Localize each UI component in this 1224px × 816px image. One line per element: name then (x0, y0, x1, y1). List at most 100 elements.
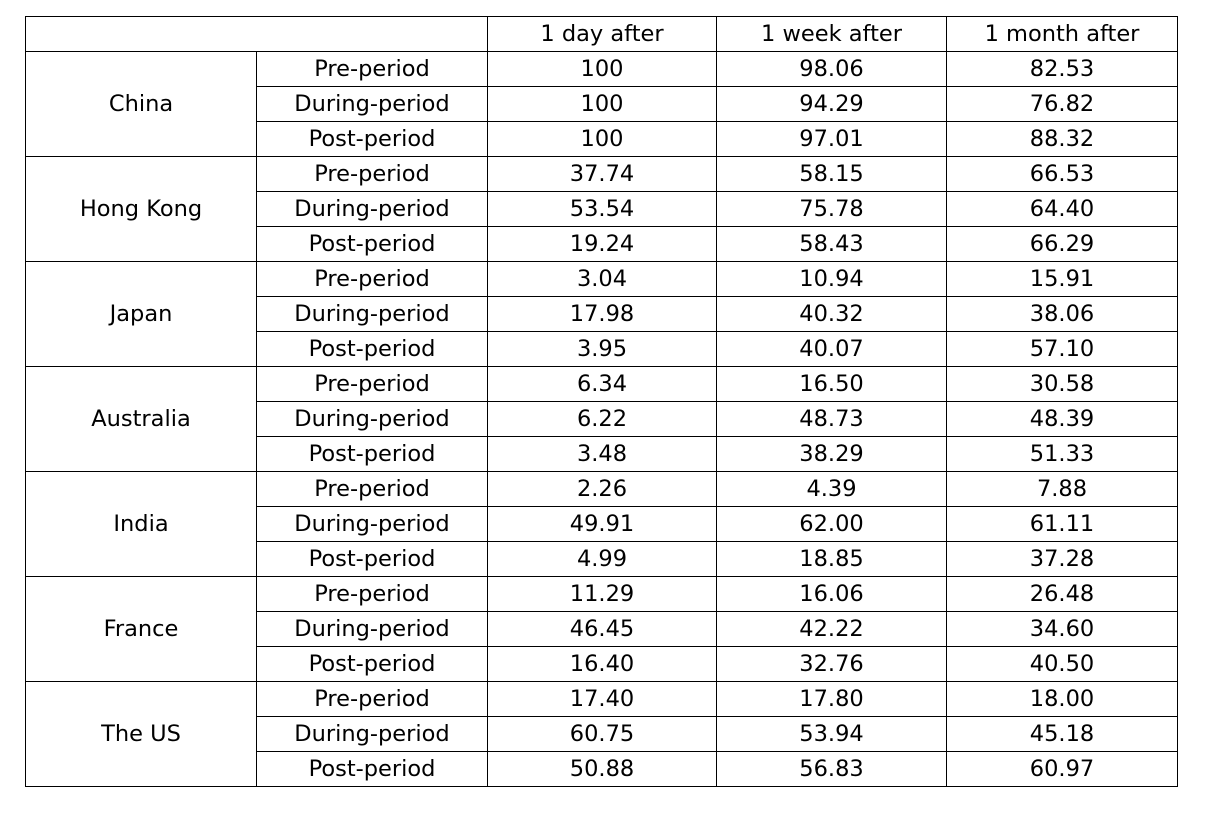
table-row: Post-period 19.24 58.43 66.29 (26, 226, 1178, 262)
value-cell: 58.15 (716, 156, 947, 192)
value-cell: 32.76 (716, 646, 947, 682)
period-cell: Pre-period (256, 156, 488, 192)
header-empty-cell (25, 16, 488, 52)
period-cell: Pre-period (256, 471, 488, 507)
country-cell: Australia (25, 366, 257, 472)
value-cell: 11.29 (487, 576, 717, 612)
table-row: Post-period 4.99 18.85 37.28 (26, 541, 1178, 577)
country-cell: Japan (25, 261, 257, 367)
table-body: China Pre-period 100 98.06 82.53 During-perio… (25, 51, 1178, 787)
value-cell: 34.60 (946, 611, 1178, 647)
table-row: Post-period 50.88 56.83 60.97 (26, 751, 1178, 787)
table-row: During-period 46.45 42.22 34.60 (26, 611, 1178, 647)
value-cell: 60.97 (946, 751, 1178, 787)
value-cell: 48.39 (946, 401, 1178, 437)
value-cell: 3.04 (487, 261, 717, 297)
value-cell: 66.29 (946, 226, 1178, 262)
value-cell: 4.99 (487, 541, 717, 577)
value-cell: 61.11 (946, 506, 1178, 542)
value-cell: 37.28 (946, 541, 1178, 577)
table-row: During-period 53.54 75.78 64.40 (26, 191, 1178, 227)
country-cell: The US (25, 681, 257, 787)
value-cell: 56.83 (716, 751, 947, 787)
value-cell: 40.32 (716, 296, 947, 332)
value-cell: 16.06 (716, 576, 947, 612)
value-cell: 100 (487, 86, 717, 122)
table-row: Hong Kong Pre-period 37.74 58.15 66.53 (25, 156, 1178, 262)
value-cell: 75.78 (716, 191, 947, 227)
table-row: India Pre-period 2.26 4.39 7.88 (25, 471, 1178, 577)
period-cell: Pre-period (256, 261, 488, 297)
period-cell: Pre-period (256, 576, 488, 612)
table-row: During-period 49.91 62.00 61.11 (26, 506, 1178, 542)
period-cell: Pre-period (256, 366, 488, 402)
table-row: Post-period 3.95 40.07 57.10 (26, 331, 1178, 367)
value-cell: 19.24 (487, 226, 717, 262)
table-row: France Pre-period 11.29 16.06 26.48 (25, 576, 1178, 682)
value-cell: 48.73 (716, 401, 947, 437)
value-cell: 6.22 (487, 401, 717, 437)
period-cell: During-period (256, 86, 488, 122)
value-cell: 46.45 (487, 611, 717, 647)
value-cell: 38.06 (946, 296, 1178, 332)
value-cell: 40.07 (716, 331, 947, 367)
value-cell: 60.75 (487, 716, 717, 752)
value-cell: 30.58 (946, 366, 1178, 402)
value-cell: 66.53 (946, 156, 1178, 192)
value-cell: 26.48 (946, 576, 1178, 612)
header-cell-1-month: 1 month after (946, 16, 1178, 52)
period-cell: During-period (256, 506, 488, 542)
value-cell: 58.43 (716, 226, 947, 262)
value-cell: 100 (487, 51, 717, 87)
value-cell: 88.32 (946, 121, 1178, 157)
period-cell: During-period (256, 296, 488, 332)
value-cell: 7.88 (946, 471, 1178, 507)
table-row: China Pre-period 100 98.06 82.53 (25, 51, 1178, 157)
value-cell: 15.91 (946, 261, 1178, 297)
period-cell: Post-period (256, 331, 488, 367)
period-cell: During-period (256, 611, 488, 647)
country-cell: India (25, 471, 257, 577)
period-cell: Pre-period (256, 51, 488, 87)
table-row: Australia Pre-period 6.34 16.50 30.58 (25, 366, 1178, 472)
data-table: 1 day after 1 week after 1 month after C… (25, 16, 1178, 787)
value-cell: 100 (487, 121, 717, 157)
table-row: During-period 6.22 48.73 48.39 (26, 401, 1178, 437)
country-cell: China (25, 51, 257, 157)
value-cell: 4.39 (716, 471, 947, 507)
value-cell: 3.48 (487, 436, 717, 472)
period-cell: Post-period (256, 226, 488, 262)
value-cell: 17.98 (487, 296, 717, 332)
value-cell: 94.29 (716, 86, 947, 122)
period-cell: Post-period (256, 121, 488, 157)
period-cell: Post-period (256, 541, 488, 577)
value-cell: 53.54 (487, 191, 717, 227)
value-cell: 38.29 (716, 436, 947, 472)
value-cell: 51.33 (946, 436, 1178, 472)
country-cell: Hong Kong (25, 156, 257, 262)
period-cell: During-period (256, 401, 488, 437)
value-cell: 18.85 (716, 541, 947, 577)
table-row: Japan Pre-period 3.04 10.94 15.91 (25, 261, 1178, 367)
value-cell: 6.34 (487, 366, 717, 402)
value-cell: 40.50 (946, 646, 1178, 682)
value-cell: 98.06 (716, 51, 947, 87)
header-row: 1 day after 1 week after 1 month after (25, 16, 1178, 52)
value-cell: 53.94 (716, 716, 947, 752)
value-cell: 64.40 (946, 191, 1178, 227)
table-row: During-period 17.98 40.32 38.06 (26, 296, 1178, 332)
value-cell: 2.26 (487, 471, 717, 507)
country-cell: France (25, 576, 257, 682)
value-cell: 45.18 (946, 716, 1178, 752)
period-cell: During-period (256, 716, 488, 752)
period-cell: Post-period (256, 751, 488, 787)
value-cell: 42.22 (716, 611, 947, 647)
period-cell: Pre-period (256, 681, 488, 717)
value-cell: 50.88 (487, 751, 717, 787)
header-cell-1-day: 1 day after (487, 16, 717, 52)
value-cell: 18.00 (946, 681, 1178, 717)
value-cell: 97.01 (716, 121, 947, 157)
value-cell: 10.94 (716, 261, 947, 297)
value-cell: 16.50 (716, 366, 947, 402)
value-cell: 17.40 (487, 681, 717, 717)
